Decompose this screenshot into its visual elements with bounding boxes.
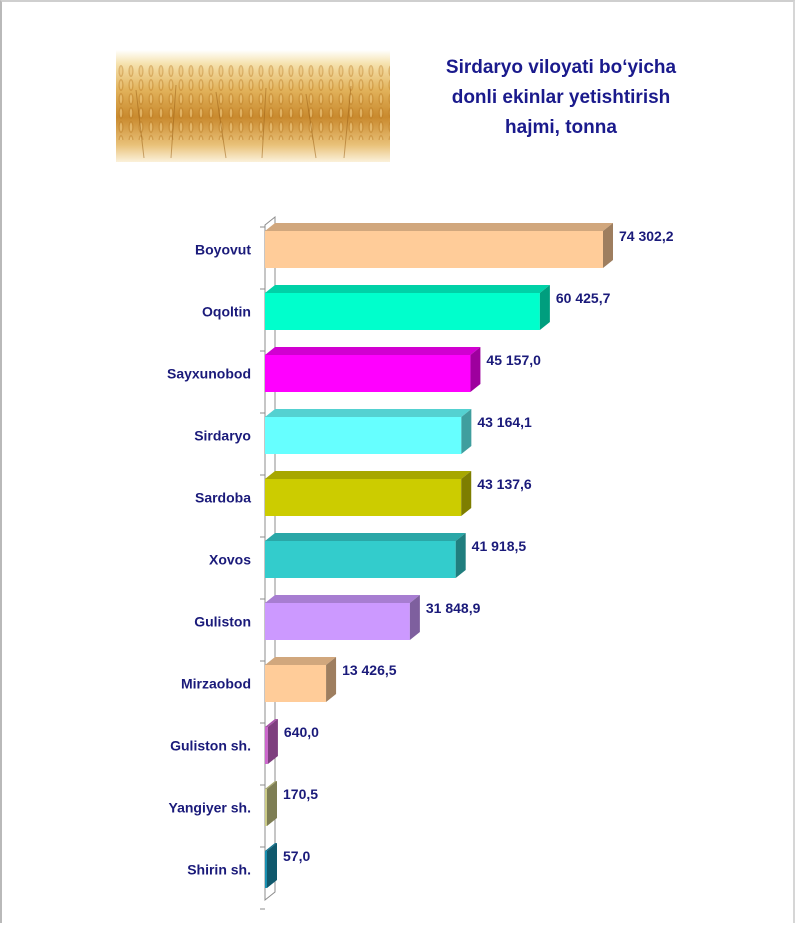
bar-3 bbox=[265, 347, 481, 392]
bar-front-face bbox=[265, 603, 410, 640]
category-label: Shirin sh. bbox=[187, 862, 251, 878]
bar-front-face bbox=[265, 789, 267, 826]
bar-5 bbox=[265, 471, 472, 516]
value-label: 170,5 bbox=[283, 786, 318, 802]
bar-1 bbox=[265, 223, 613, 268]
bar-top-face bbox=[265, 843, 277, 851]
category-label: Mirzaobod bbox=[181, 676, 251, 692]
bar-9 bbox=[265, 719, 278, 764]
category-label: Sardoba bbox=[195, 490, 251, 506]
category-label: Oqoltin bbox=[202, 304, 251, 320]
bar-side-face bbox=[461, 471, 472, 516]
labels-layer: Boyovut 74 302,2 Oqoltin 60 425,7 Sayxunobod… bbox=[167, 228, 674, 878]
value-label: 43 137,6 bbox=[477, 476, 532, 492]
chart-title: Sirdaryo viloyati bo‘yicha donli ekinlar… bbox=[400, 53, 722, 143]
value-label: 45 157,0 bbox=[486, 352, 541, 368]
bar-front-face bbox=[265, 417, 462, 454]
bar-top-face bbox=[265, 595, 420, 603]
bar-side-face bbox=[267, 719, 278, 764]
bar-front-face bbox=[265, 479, 462, 516]
bar-side-face bbox=[470, 347, 481, 392]
bar-10 bbox=[265, 781, 277, 826]
bar-side-face bbox=[603, 223, 613, 268]
bars-layer bbox=[265, 223, 613, 888]
bar-side-face bbox=[267, 843, 277, 888]
category-label: Sayxunobod bbox=[167, 366, 251, 382]
category-label: Boyovut bbox=[195, 242, 251, 258]
bar-8 bbox=[265, 657, 337, 702]
bar-2 bbox=[265, 285, 550, 330]
bar-side-face bbox=[267, 781, 277, 826]
value-label: 43 164,1 bbox=[477, 414, 532, 430]
bar-top-face bbox=[265, 409, 472, 417]
bar-top-face bbox=[265, 781, 277, 789]
bar-top-face bbox=[265, 471, 472, 479]
bar-top-face bbox=[265, 719, 278, 727]
category-label: Guliston bbox=[194, 614, 251, 630]
wheat-field-image bbox=[116, 50, 390, 162]
bar-top-face bbox=[265, 533, 466, 541]
value-label: 13 426,5 bbox=[342, 662, 397, 678]
value-label: 60 425,7 bbox=[556, 290, 611, 306]
bar-side-face bbox=[461, 409, 472, 454]
value-label: 57,0 bbox=[283, 848, 310, 864]
bar-4 bbox=[265, 409, 472, 454]
value-label: 74 302,2 bbox=[619, 228, 674, 244]
bar-side-face bbox=[326, 657, 337, 702]
bar-front-face bbox=[265, 541, 456, 578]
bar-front-face bbox=[265, 293, 540, 330]
bar-top-face bbox=[265, 657, 337, 665]
bar-front-face bbox=[265, 665, 327, 702]
category-label: Sirdaryo bbox=[194, 428, 251, 444]
value-label: 41 918,5 bbox=[472, 538, 527, 554]
bar-front-face bbox=[265, 231, 603, 268]
title-line-2: donli ekinlar yetishtirish bbox=[451, 87, 671, 108]
bar-11 bbox=[265, 843, 277, 888]
bar-6 bbox=[265, 533, 466, 578]
bar-top-face bbox=[265, 223, 613, 231]
category-label: Yangiyer sh. bbox=[169, 800, 251, 816]
bar-side-face bbox=[409, 595, 420, 640]
bar-top-face bbox=[265, 347, 481, 355]
title-line-3: hajmi, tonna bbox=[505, 117, 617, 138]
category-label: Xovos bbox=[209, 552, 251, 568]
bar-7 bbox=[265, 595, 420, 640]
bar-top-face bbox=[265, 285, 550, 293]
value-label: 31 848,9 bbox=[426, 600, 481, 616]
bar-front-face bbox=[265, 355, 471, 392]
bar-front-face bbox=[265, 727, 268, 764]
title-line-1: Sirdaryo viloyati bo‘yicha bbox=[445, 57, 677, 78]
category-label: Guliston sh. bbox=[170, 738, 251, 754]
bar-front-face bbox=[265, 851, 267, 888]
value-label: 640,0 bbox=[284, 724, 319, 740]
bar-side-face bbox=[539, 285, 550, 330]
bar-side-face bbox=[455, 533, 466, 578]
